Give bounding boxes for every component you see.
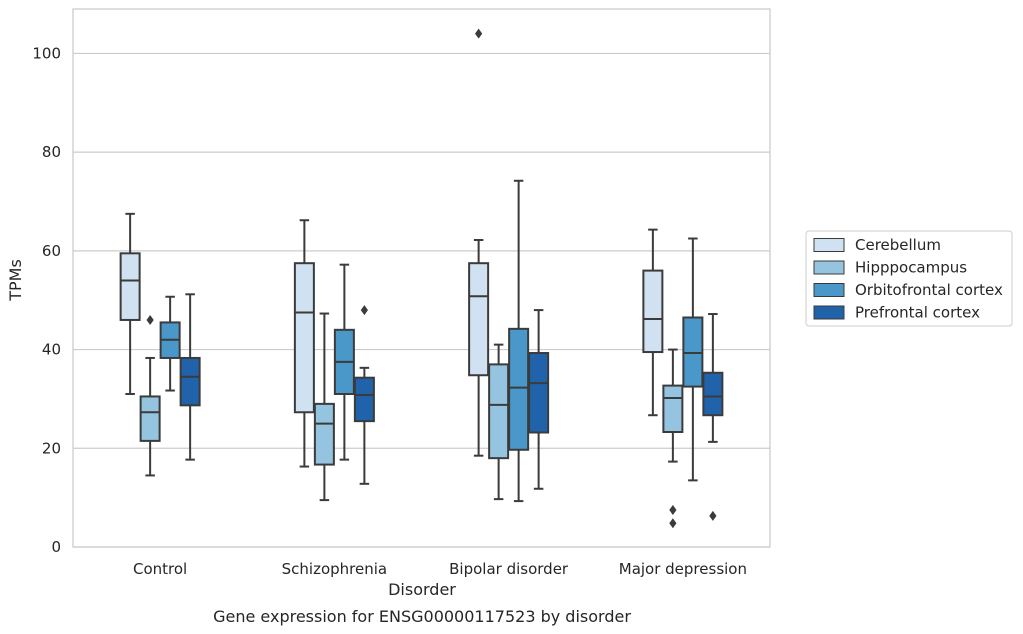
chart-caption: Gene expression for ENSG00000117523 by d… [213,607,631,626]
outlier-point [360,305,368,316]
box-plot [508,179,530,503]
legend-frame [805,230,1013,327]
iqr-box [642,269,664,354]
iqr-box [313,402,335,466]
legend-swatch [813,283,845,297]
plot-area-frame [72,8,771,548]
x-tick-label: Control [133,560,187,578]
legend-swatch [813,260,845,275]
box-plot [179,293,201,461]
x-tick-label: Schizophrenia [282,560,387,578]
iqr-box [528,352,550,434]
iqr-box [468,262,490,377]
iqr-box [179,356,201,407]
y-tick-label: 100 [32,44,61,62]
legend-swatch [813,238,845,252]
outlier-point [146,314,154,325]
box-plot [293,219,315,468]
y-tick-label: 60 [42,242,61,260]
iqr-box [662,384,684,433]
outlier-point [669,518,677,529]
x-axis-label: Disorder [388,580,456,599]
x-tick-label: Major depression [619,560,747,578]
box-plot [353,305,375,485]
legend-label: Prefrontal cortex [855,304,980,322]
iqr-box [508,327,530,451]
box-plot [468,28,490,457]
iqr-box [293,262,315,414]
y-tick-label: 80 [42,143,61,161]
iqr-box [702,371,724,417]
outlier-point [709,510,717,521]
legend-label: Orbitofrontal cortex [855,281,1003,299]
box-plot [488,343,510,501]
x-tick-labels: Control Schizophrenia Bipolar disorder Majo… [133,560,747,578]
series-prefrontal-cortex [179,293,724,521]
outlier-point [475,28,483,39]
iqr-box [353,376,375,423]
series-orbitofrontal-cortex [159,179,704,503]
y-tick-label: 0 [51,538,61,556]
box-plot [642,228,664,417]
box-plot [313,312,335,502]
gridlines [73,52,770,548]
y-tick-labels: 0 20 40 60 80 100 [32,44,61,556]
box-plot [662,348,684,529]
box-plot [528,309,550,490]
series-cerebellum [119,28,664,468]
box-plot [119,212,141,395]
box-plot [139,314,161,477]
outlier-point [669,504,677,515]
iqr-box [139,395,161,442]
legend-swatch [813,305,845,320]
box-series [119,28,724,529]
iqr-box [119,252,141,321]
box-plot [702,313,724,521]
iqr-box [488,363,510,460]
legend: Cerebellum Hipppocampus Orbitofrontal cort… [805,230,1013,327]
box-plot [682,237,704,482]
y-tick-label: 40 [42,341,61,359]
series-hipppocampus [139,312,684,529]
x-tick-label: Bipolar disorder [449,560,569,578]
box-plot [159,295,181,392]
legend-label: Cerebellum [855,236,941,254]
box-plot [333,263,355,461]
y-tick-label: 20 [42,439,61,457]
legend-label: Hipppocampus [855,259,967,277]
y-axis-label: TPMs [6,259,25,302]
